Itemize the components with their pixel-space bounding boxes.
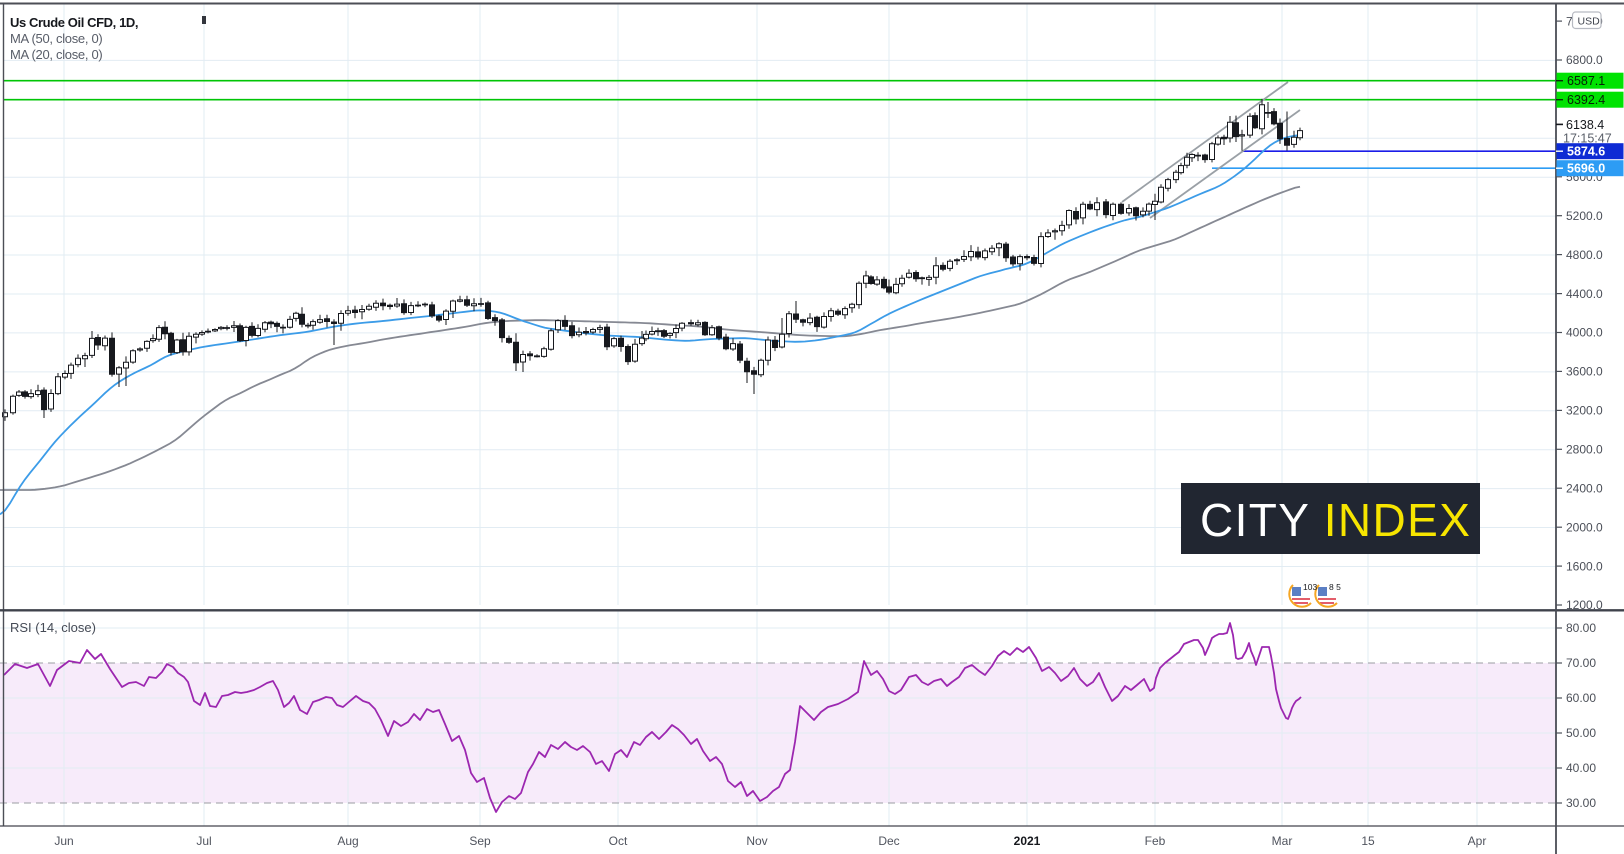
- svg-text:17:15:47: 17:15:47: [1563, 132, 1612, 146]
- svg-text:2800.0: 2800.0: [1566, 443, 1603, 457]
- svg-text:6392.4: 6392.4: [1567, 93, 1605, 107]
- svg-text:Jun: Jun: [54, 834, 73, 848]
- svg-text:Us Crude Oil CFD, 1D,: Us Crude Oil CFD, 1D,: [10, 15, 138, 30]
- svg-text:80.00: 80.00: [1566, 621, 1596, 635]
- svg-text:2000.0: 2000.0: [1566, 520, 1603, 534]
- svg-text:MA (50, close, 0): MA (50, close, 0): [10, 31, 102, 46]
- svg-text:1200.0: 1200.0: [1566, 598, 1603, 612]
- svg-text:15: 15: [1361, 834, 1375, 848]
- svg-text:8 5: 8 5: [1329, 582, 1341, 592]
- svg-text:CITY INDEX: CITY INDEX: [1200, 494, 1471, 546]
- svg-text:30.00: 30.00: [1566, 796, 1596, 810]
- svg-text:3200.0: 3200.0: [1566, 404, 1603, 418]
- svg-text:50.00: 50.00: [1566, 726, 1596, 740]
- svg-text:70.00: 70.00: [1566, 656, 1596, 670]
- svg-text:Feb: Feb: [1145, 834, 1166, 848]
- svg-text:2400.0: 2400.0: [1566, 481, 1603, 495]
- svg-text:5200.0: 5200.0: [1566, 209, 1603, 223]
- svg-text:5874.6: 5874.6: [1567, 145, 1605, 159]
- svg-text:Mar: Mar: [1272, 834, 1293, 848]
- svg-text:6587.1: 6587.1: [1567, 74, 1605, 88]
- svg-text:4400.0: 4400.0: [1566, 287, 1603, 301]
- svg-text:1600.0: 1600.0: [1566, 559, 1603, 573]
- svg-text:MA (20, close, 0): MA (20, close, 0): [10, 47, 102, 62]
- svg-text:Aug: Aug: [337, 834, 358, 848]
- svg-text:60.00: 60.00: [1566, 691, 1596, 705]
- svg-text:Oct: Oct: [609, 834, 628, 848]
- svg-text:40.00: 40.00: [1566, 761, 1596, 775]
- svg-text:Sep: Sep: [469, 834, 491, 848]
- svg-text:USD: USD: [1578, 15, 1601, 27]
- svg-text:Nov: Nov: [746, 834, 767, 848]
- svg-text:RSI (14, close): RSI (14, close): [10, 620, 96, 635]
- svg-text:6800.0: 6800.0: [1566, 53, 1603, 67]
- svg-text:2021: 2021: [1014, 834, 1041, 848]
- svg-text:3600.0: 3600.0: [1566, 365, 1603, 379]
- svg-text:Jul: Jul: [196, 834, 211, 848]
- svg-text:103: 103: [1303, 582, 1317, 592]
- svg-text:Dec: Dec: [878, 834, 899, 848]
- svg-text:4000.0: 4000.0: [1566, 326, 1603, 340]
- svg-text:6138.4: 6138.4: [1566, 118, 1604, 132]
- svg-text:5696.0: 5696.0: [1567, 162, 1605, 176]
- svg-text:Apr: Apr: [1468, 834, 1487, 848]
- svg-text:4800.0: 4800.0: [1566, 248, 1603, 262]
